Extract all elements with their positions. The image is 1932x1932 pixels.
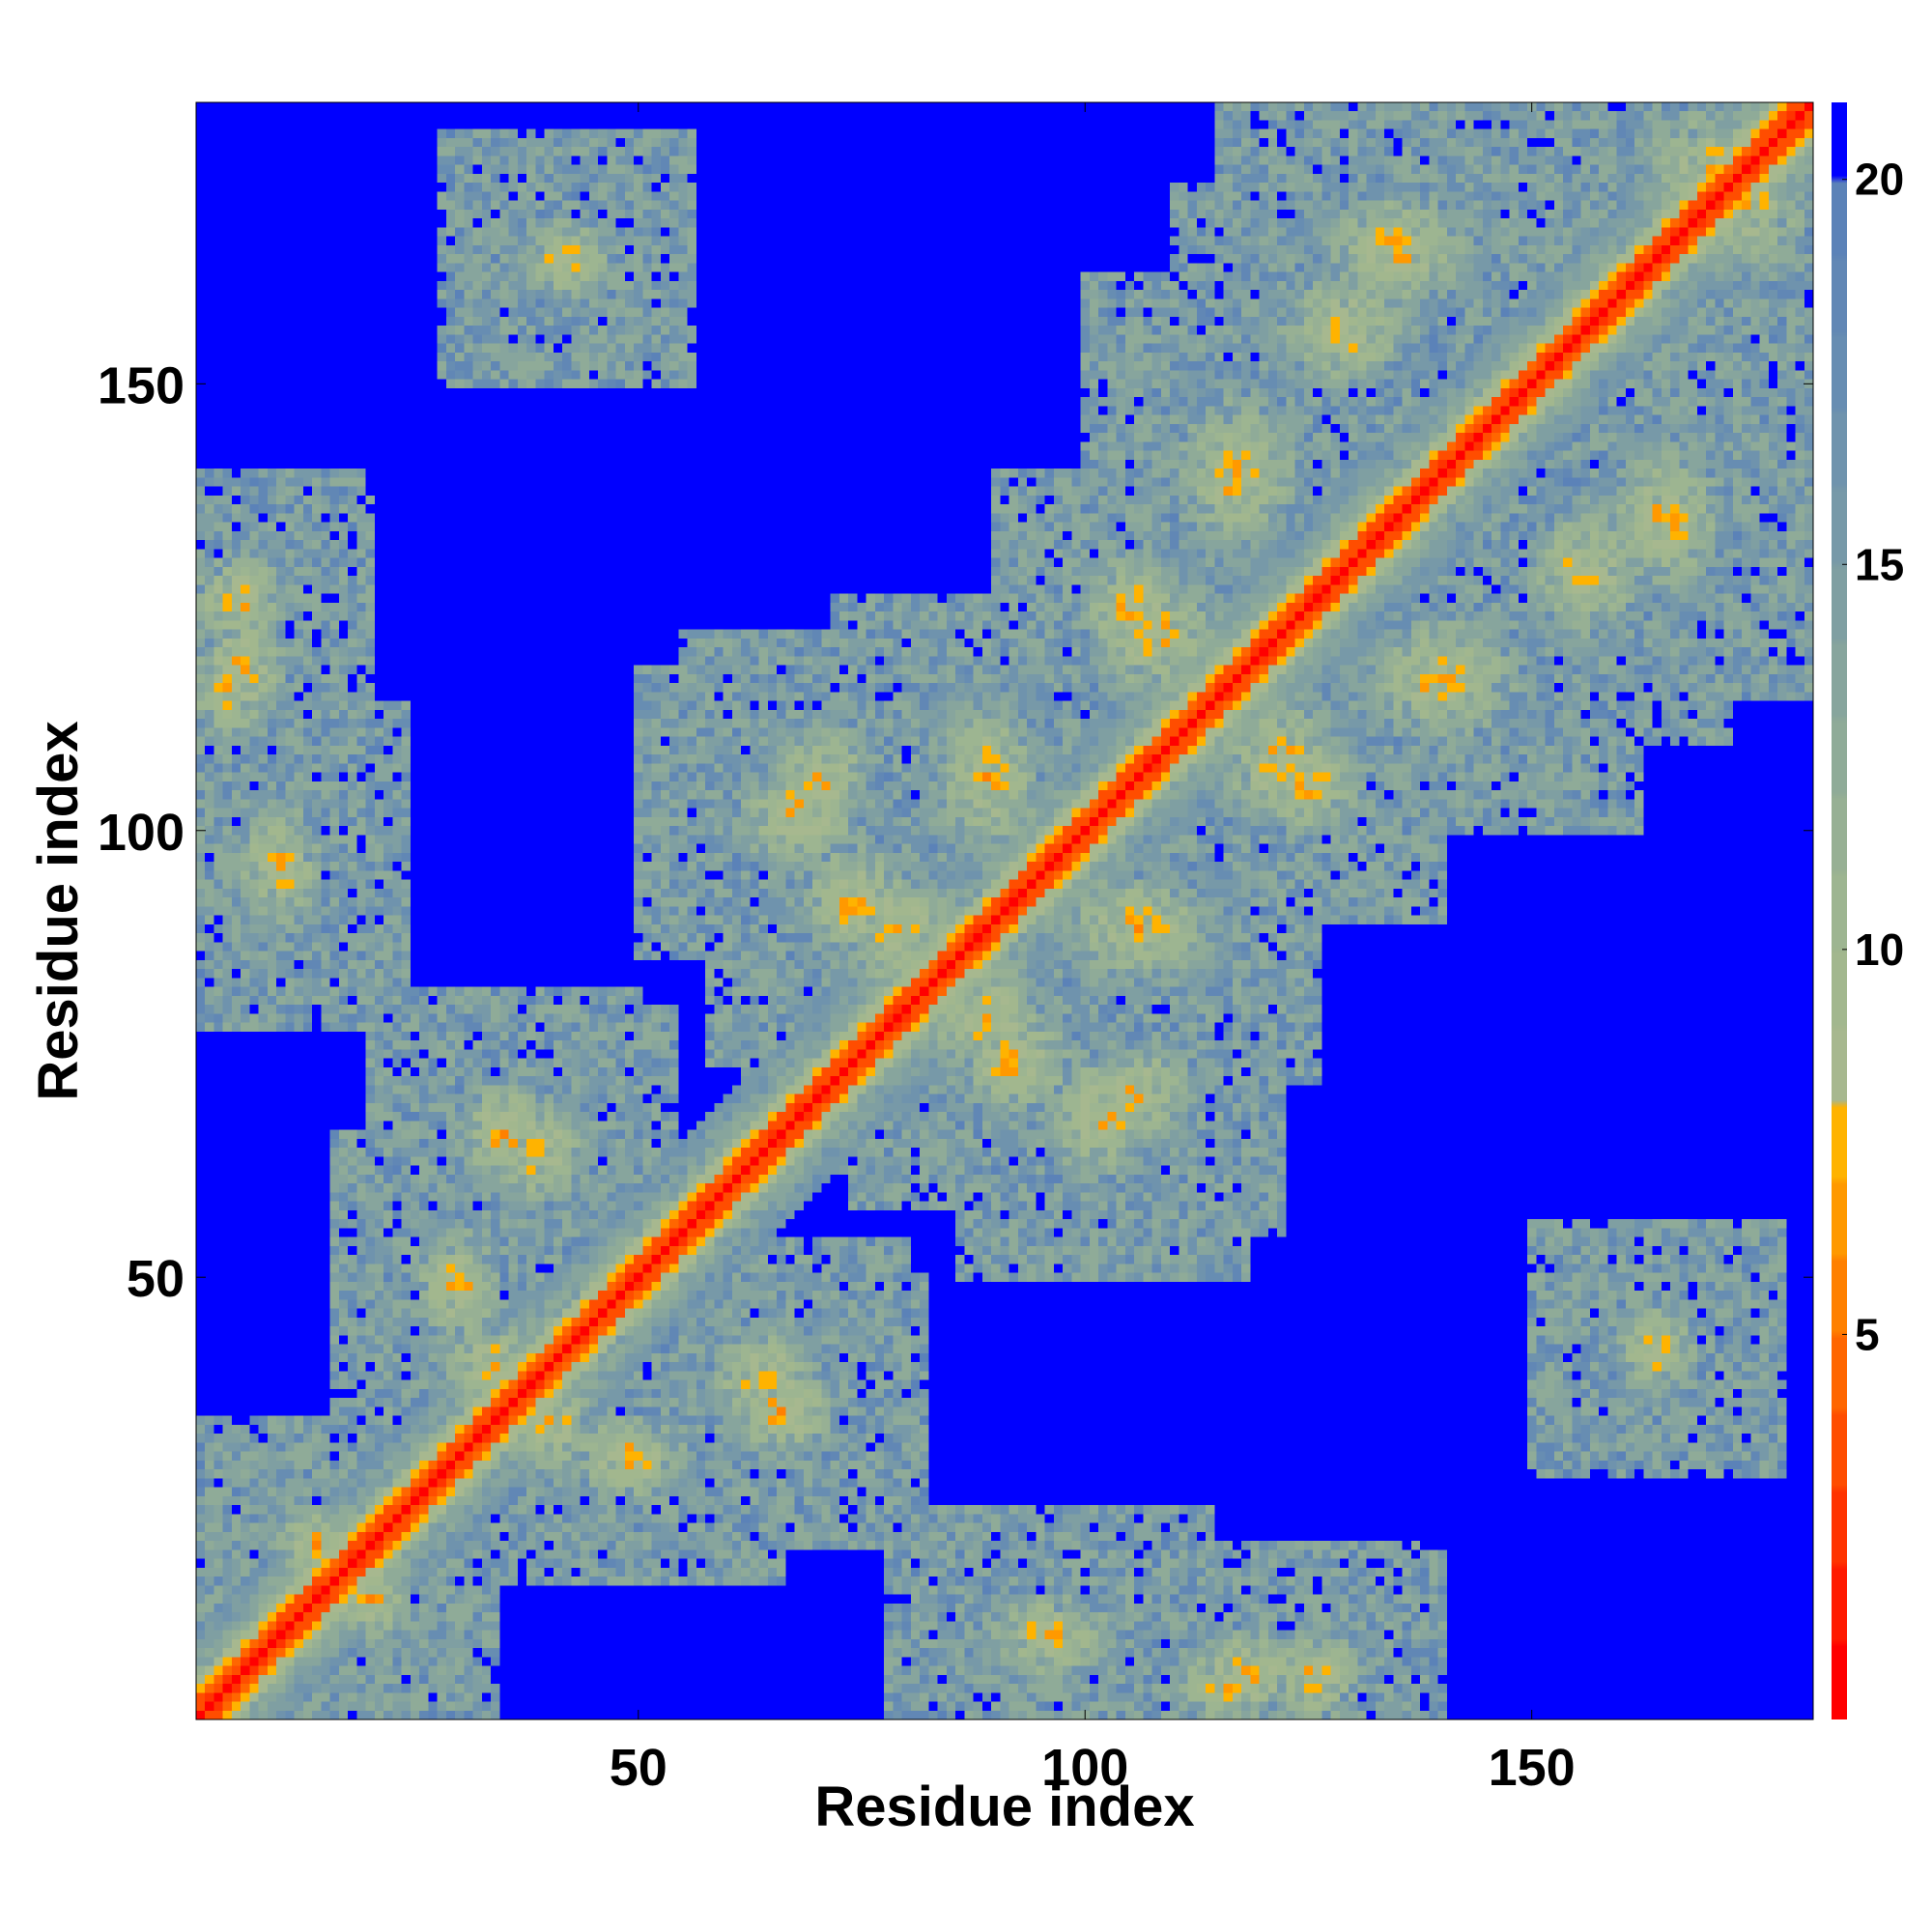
y-axis-ticks: 50 100 150 xyxy=(98,356,1813,1308)
x-tick-label: 100 xyxy=(1041,1739,1128,1797)
colorbar-tick-label: 10 xyxy=(1855,924,1904,975)
x-axis-label: Residue index xyxy=(814,1776,1194,1838)
colorbar xyxy=(1832,102,1847,1719)
colorbar-tick-label: 15 xyxy=(1855,539,1904,589)
y-tick-label: 150 xyxy=(98,356,185,414)
x-tick-label: 150 xyxy=(1489,1739,1576,1797)
y-axis-label: Residue index xyxy=(27,721,90,1100)
distance-heatmap xyxy=(196,102,1813,1719)
x-axis-ticks: 50 100 150 xyxy=(610,102,1576,1797)
colorbar-tick-label: 5 xyxy=(1855,1309,1880,1359)
colorbar-ticks: 5 10 15 20 xyxy=(1842,155,1904,1359)
y-tick-label: 100 xyxy=(98,804,185,862)
colorbar-tick-label: 20 xyxy=(1855,155,1904,205)
y-tick-label: 50 xyxy=(127,1250,185,1308)
plot-frame xyxy=(195,101,1814,1720)
x-tick-label: 50 xyxy=(610,1739,668,1797)
